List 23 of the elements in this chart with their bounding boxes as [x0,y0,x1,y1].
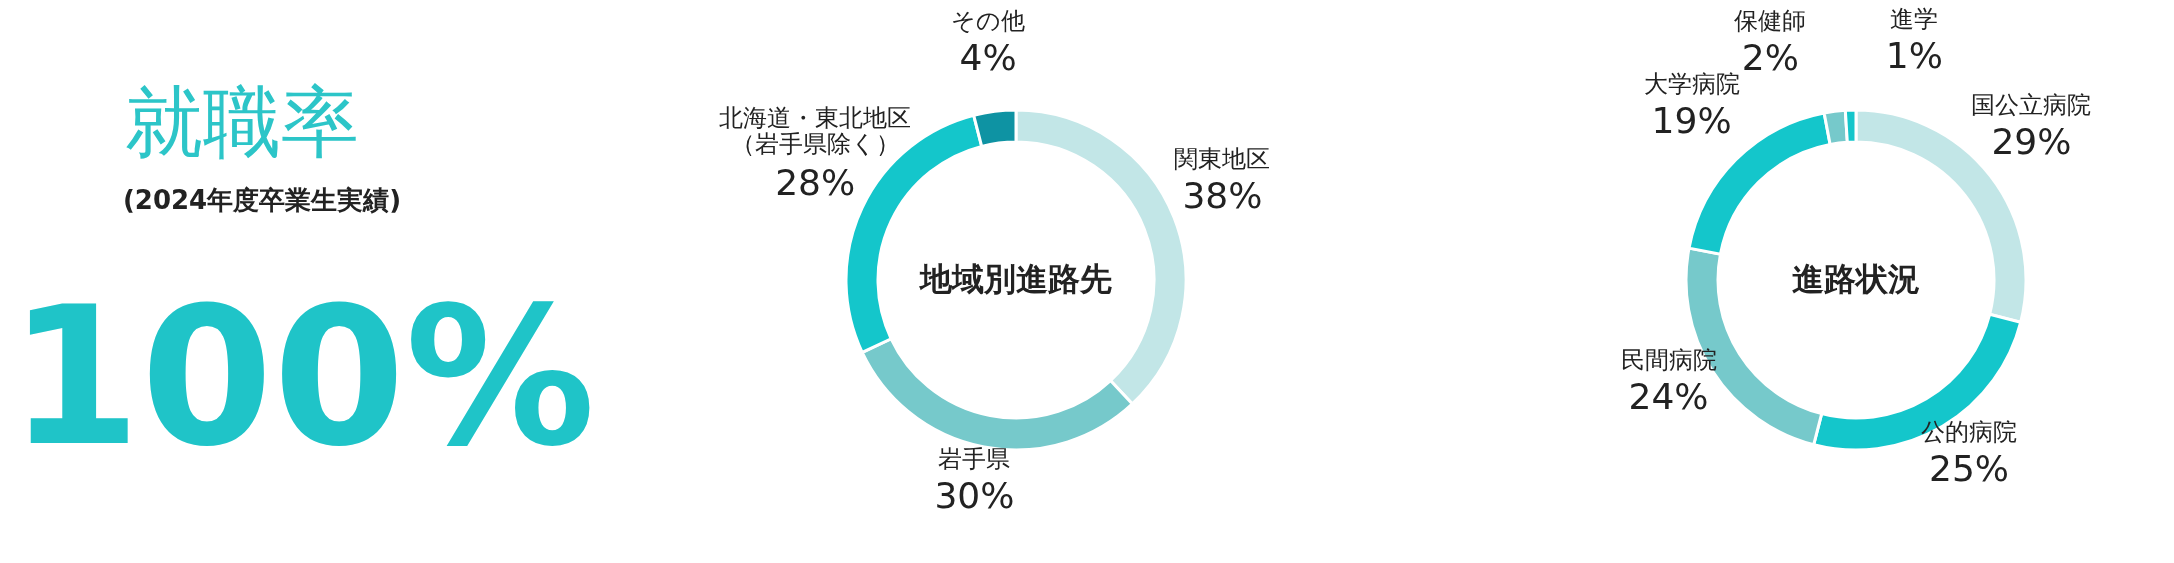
data-label: 19% [1651,100,1732,142]
data-label: 38% [1182,175,1263,217]
slice-label: 進学 [1890,5,1939,34]
data-label: 25% [1929,448,2010,490]
data-label: 4% [959,36,1017,78]
slice-label: 大学病院 [1643,70,1740,99]
text: 進路状況 [1792,260,1920,298]
data-label: 2% [1741,36,1799,78]
slice-label: 北海道・東北地区（岩手県除く） [719,104,912,159]
slice-label: 保健師 [1734,6,1807,35]
data-label: 28% [775,162,856,204]
slice-label: 関東地区 [1174,145,1271,174]
slice-label: 国公立病院 [1971,90,2092,119]
text: 100% [8,267,596,488]
slice-label: その他 [951,6,1026,35]
text: (2024年度卒業生実績) [122,185,402,215]
data-label: 29% [1991,120,2072,162]
data-label: 24% [1628,375,1709,417]
slice-label: 岩手県 [938,445,1011,474]
data-label: 30% [934,475,1015,517]
text: 就職率 [125,77,359,167]
data-label: 1% [1885,35,1943,77]
text: 地域別進路先 [918,260,1112,298]
